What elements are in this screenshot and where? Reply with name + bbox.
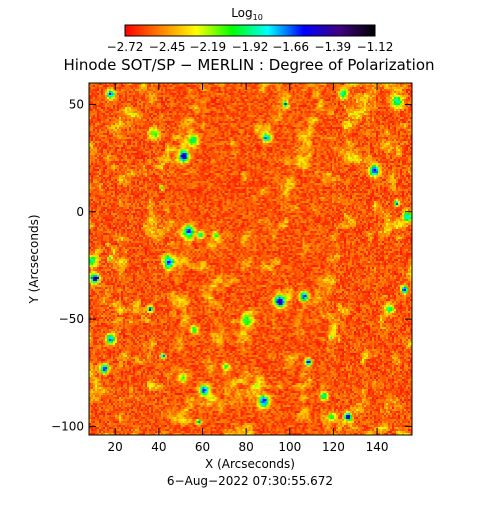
- y-tick-label: 0: [76, 205, 84, 219]
- x-tick-label: 120: [322, 440, 345, 454]
- colorbar-ticks: −2.72 −2.45 −2.19 −1.92 −1.66 −1.39 −1.12: [107, 40, 394, 54]
- y-axis-ticks: −100 −50 0 50: [51, 97, 412, 433]
- x-tick-label: 20: [108, 440, 123, 454]
- colorbar-tick-label: −1.39: [314, 40, 351, 54]
- plot-frame: [88, 82, 413, 436]
- x-tick-label: 60: [195, 440, 210, 454]
- x-tick-label: 40: [151, 440, 166, 454]
- x-tick-label: 140: [366, 440, 389, 454]
- x-tick-label: 100: [278, 440, 301, 454]
- heatmap-image: [89, 83, 412, 435]
- y-tick-label: −50: [59, 312, 84, 326]
- chart-title: Hinode SOT/SP − MERLIN : Degree of Polar…: [63, 56, 434, 74]
- colorbar-tick-label: −1.66: [272, 40, 309, 54]
- colorbar-tick-label: −1.92: [232, 40, 269, 54]
- colorbar-title: Log10: [231, 6, 263, 22]
- colorbar-tick-label: −2.45: [149, 40, 186, 54]
- x-axis-label: X (Arcseconds): [205, 457, 295, 471]
- colorbar-tick-label: −2.72: [107, 40, 144, 54]
- y-axis-label: Y (Arcseconds): [27, 214, 41, 304]
- y-tick-label: −100: [51, 419, 84, 433]
- colorbar-tick-label: −2.19: [189, 40, 226, 54]
- y-tick-label: 50: [69, 97, 84, 111]
- colorbar: [124, 24, 376, 37]
- colorbar-tick-label: −1.12: [357, 40, 394, 54]
- timestamp: 6−Aug−2022 07:30:55.672: [167, 474, 333, 488]
- heatmap-area: [89, 83, 412, 435]
- x-axis-ticks: 20 40 60 80 100 120 140: [108, 83, 389, 454]
- x-tick-label: 80: [238, 440, 253, 454]
